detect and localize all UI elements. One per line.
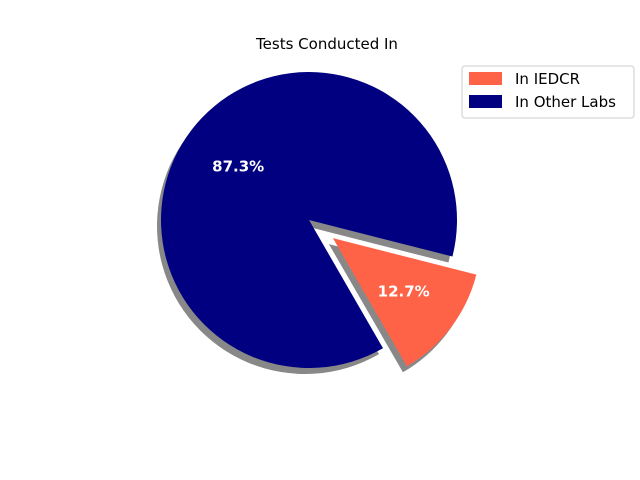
- legend-frame: [461, 65, 635, 119]
- legend-swatch-other-labs: [469, 95, 502, 108]
- label-layer: 12.7% 87.3%: [212, 157, 430, 300]
- pie-label-in-other-labs: 87.3%: [212, 157, 264, 175]
- legend-label-other-labs: In Other Labs: [515, 93, 616, 111]
- legend-swatch-iedcr: [469, 72, 502, 85]
- legend: In IEDCR In Other Labs: [461, 65, 635, 119]
- legend-label-iedcr: In IEDCR: [515, 70, 580, 88]
- pie-slice-in-iedcr: [332, 238, 477, 367]
- chart-title: Tests Conducted In: [255, 35, 398, 53]
- slice-layer: [161, 71, 477, 368]
- pie-slice-in-other-labs: [161, 71, 458, 368]
- pie-label-in-iedcr: 12.7%: [378, 283, 430, 301]
